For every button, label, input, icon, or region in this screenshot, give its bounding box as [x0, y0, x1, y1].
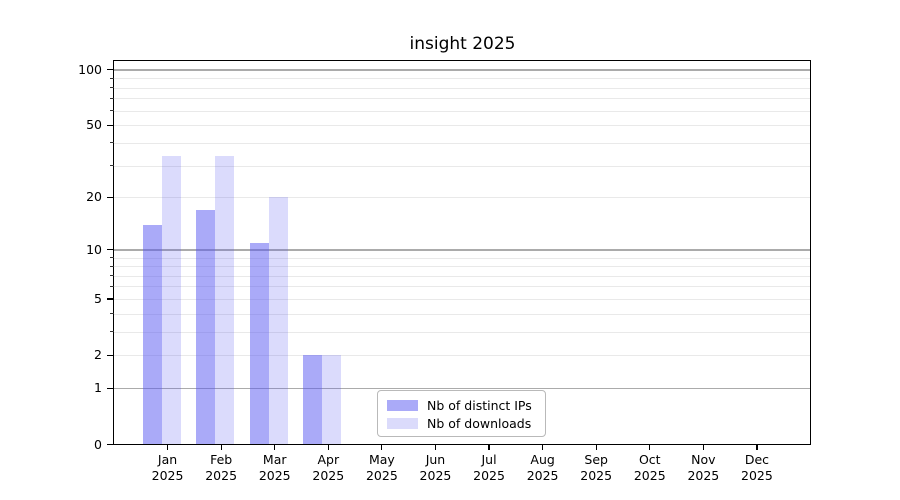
gridline-minor	[114, 298, 811, 300]
x-tick-mark	[649, 445, 651, 450]
y-tick-mark	[107, 443, 114, 446]
x-tick-mark	[327, 445, 329, 450]
x-tick-mark	[595, 445, 597, 450]
x-tick-label: Aug 2025	[526, 452, 559, 483]
y-tick-label: 50	[86, 117, 102, 133]
y-minor-tick-mark	[110, 110, 114, 112]
x-tick-label: May 2025	[365, 452, 398, 483]
y-tick-label: 10	[86, 241, 102, 257]
y-minor-tick-mark	[110, 275, 114, 277]
legend-row: Nb of downloads	[378, 414, 545, 432]
x-tick-mark	[488, 445, 490, 450]
y-minor-tick-mark	[110, 285, 114, 287]
x-tick-label: Sep 2025	[580, 452, 613, 483]
x-tick-mark	[274, 445, 276, 450]
gridline-minor	[114, 313, 811, 315]
gridline-major	[114, 387, 811, 390]
gridline-minor	[114, 331, 811, 333]
x-tick-label: Jul 2025	[473, 452, 505, 483]
x-tick-label: Dec 2025	[741, 452, 773, 483]
x-tick-label: Apr 2025	[312, 452, 345, 483]
gridline-minor	[114, 257, 811, 259]
gridline-minor	[114, 355, 811, 357]
bar-nb-of-downloads-jan-2025	[161, 155, 181, 445]
y-tick-mark	[107, 354, 114, 356]
bar-nb-of-distinct-ips-apr-2025	[303, 355, 323, 445]
x-tick-mark	[381, 445, 383, 450]
y-minor-tick-mark	[110, 265, 114, 267]
bar-nb-of-downloads-apr-2025	[322, 355, 342, 445]
gridline-minor	[114, 197, 811, 199]
x-tick-mark	[166, 445, 169, 450]
y-minor-tick-mark	[110, 97, 114, 99]
x-tick-mark	[434, 445, 437, 450]
gridline-minor	[114, 286, 811, 288]
bar-nb-of-distinct-ips-mar-2025	[249, 242, 269, 445]
x-tick-label: Nov 2025	[687, 452, 720, 483]
y-minor-tick-mark	[110, 142, 114, 144]
gridline-major	[114, 249, 811, 251]
legend: Nb of distinct IPs Nb of downloads	[377, 390, 546, 437]
y-tick-mark	[107, 196, 114, 198]
gridline-minor	[114, 78, 811, 80]
y-minor-tick-mark	[110, 331, 114, 333]
legend-label: Nb of downloads	[427, 415, 532, 431]
y-tick-label: 1	[94, 380, 102, 396]
gridline-minor	[114, 110, 811, 112]
y-tick-label: 0	[94, 436, 102, 452]
x-tick-mark	[220, 445, 222, 450]
y-tick-mark	[107, 124, 114, 126]
legend-label: Nb of distinct IPs	[427, 397, 532, 413]
bar-nb-of-downloads-mar-2025	[268, 197, 288, 445]
gridline-minor	[114, 125, 811, 127]
gridline-minor	[114, 165, 811, 167]
x-tick-label: Oct 2025	[633, 452, 666, 483]
gridline-minor	[114, 275, 811, 277]
y-minor-tick-mark	[110, 257, 114, 258]
y-tick-label: 20	[86, 189, 102, 205]
y-tick-label: 100	[78, 61, 102, 77]
gridline-minor	[114, 266, 811, 268]
x-tick-label: Feb 2025	[205, 452, 238, 483]
y-tick-mark	[107, 387, 114, 389]
legend-row: Nb of distinct IPs	[378, 396, 545, 414]
y-tick-label: 5	[94, 290, 102, 306]
legend-swatch-nb-of-downloads	[387, 417, 418, 429]
y-minor-tick-mark	[110, 87, 114, 89]
bar-nb-of-distinct-ips-jan-2025	[142, 224, 162, 445]
gridline-major	[114, 69, 811, 71]
y-tick-label: 2	[94, 347, 102, 363]
bar-nb-of-downloads-feb-2025	[215, 155, 235, 445]
x-tick-label: Jan 2025	[151, 452, 184, 483]
chart-title: insight 2025	[409, 34, 516, 54]
y-minor-tick-mark	[110, 165, 114, 167]
gridline-minor	[114, 142, 811, 144]
y-tick-mark	[107, 298, 114, 300]
y-minor-tick-mark	[110, 313, 114, 315]
x-tick-mark	[542, 445, 544, 450]
gridline-minor	[114, 87, 811, 89]
y-tick-mark	[107, 69, 114, 71]
bar-nb-of-distinct-ips-feb-2025	[196, 209, 216, 445]
x-tick-label: Jun 2025	[419, 452, 452, 483]
legend-swatch-nb-of-distinct-ips	[387, 399, 418, 411]
x-tick-mark	[702, 445, 704, 450]
gridline-minor	[114, 98, 811, 100]
y-tick-mark	[107, 249, 114, 251]
x-tick-label: Mar 2025	[258, 452, 291, 483]
x-tick-mark	[756, 445, 758, 450]
y-minor-tick-mark	[110, 77, 114, 79]
